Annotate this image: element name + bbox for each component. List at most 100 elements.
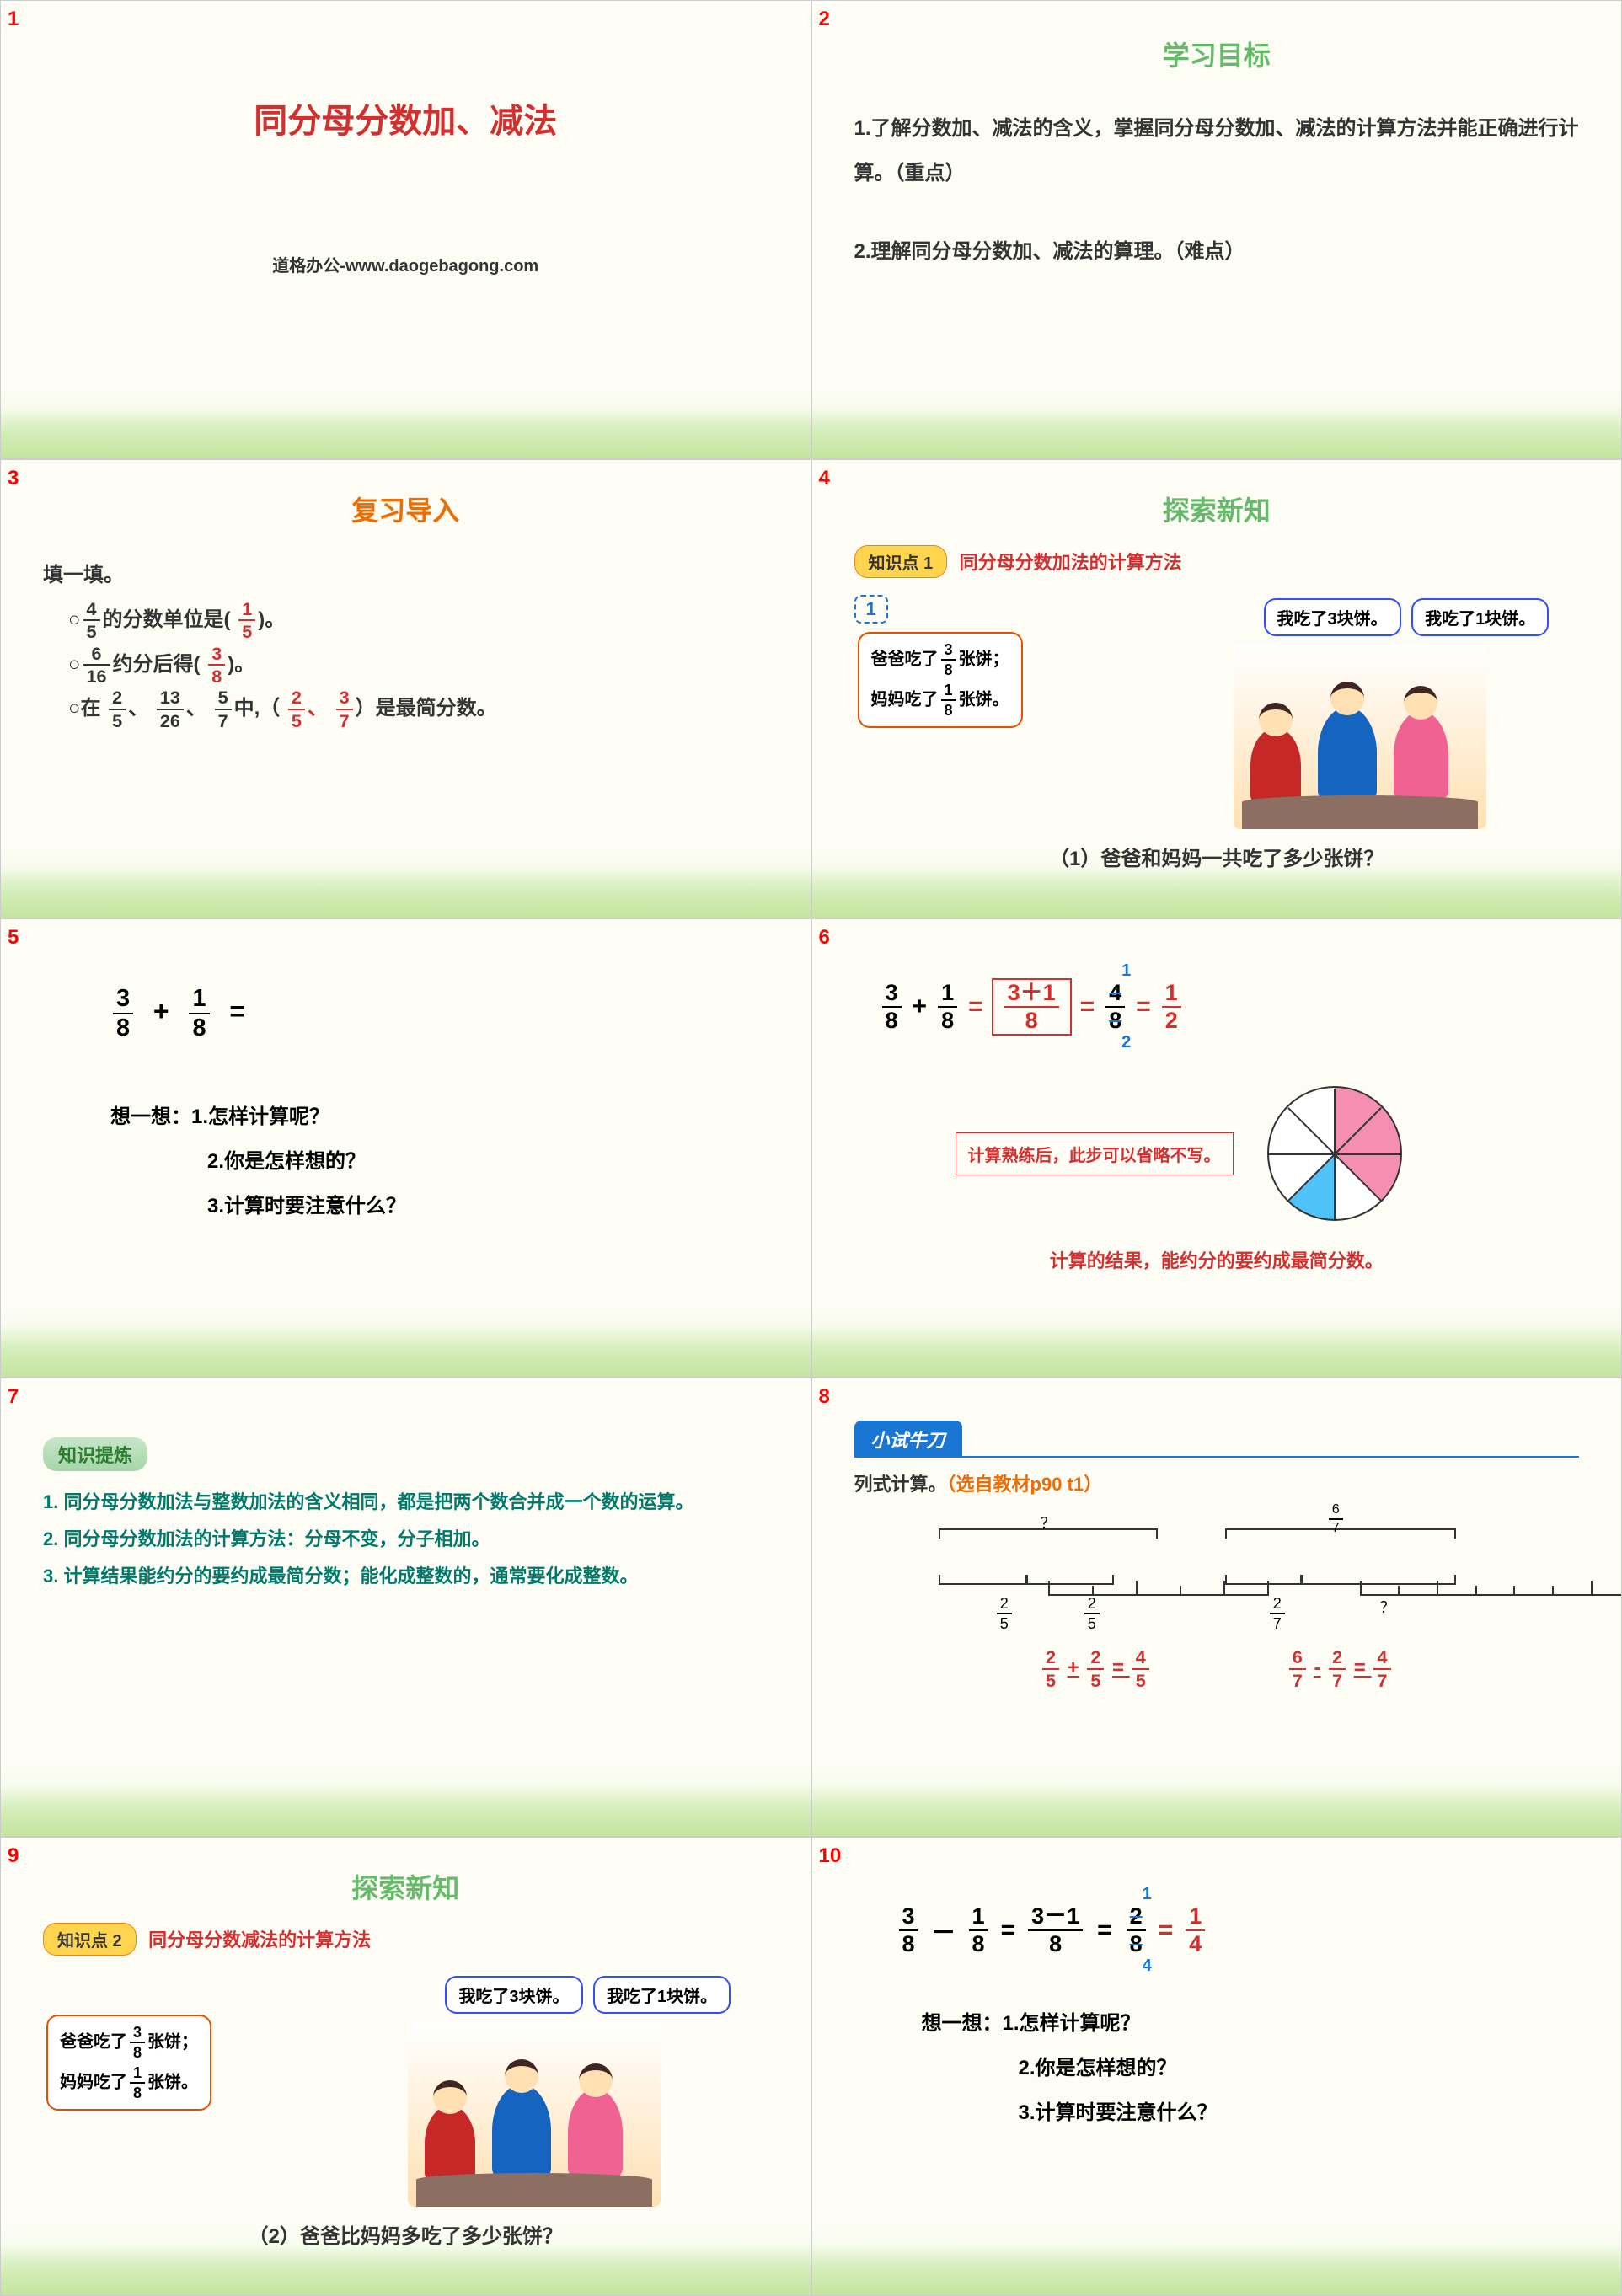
frac-n: 3: [336, 688, 353, 710]
header-row: 小试牛刀: [854, 1421, 1580, 1458]
op: +: [913, 993, 928, 1021]
frac-d: 8: [1105, 1008, 1125, 1032]
frac-n: 2: [1127, 1905, 1146, 1931]
sup: 1: [1143, 1885, 1152, 1904]
number-line-1: ？ 25 25: [939, 1528, 1158, 1631]
text: 妈妈吃了: [60, 2073, 127, 2091]
table-icon: [416, 2173, 652, 2207]
text: 的分数单位是(: [103, 608, 231, 631]
frac-d: 5: [997, 1614, 1012, 1631]
frac-n: 3－1: [1028, 1905, 1083, 1931]
family-illustration: [1234, 644, 1486, 829]
slide-8: 8 小试牛刀 列式计算。（选自教材p90 t1） ？ 25 25: [811, 1378, 1622, 1837]
slide-number: 9: [8, 1844, 19, 1868]
text: 在: [81, 697, 101, 720]
frac-d: 5: [1087, 1670, 1104, 1690]
section-title: 学习目标: [854, 35, 1580, 73]
slide-5: 5 38 + 18 = 想一想：1.怎样计算呢？ 2.你是怎样想的？ 3.计算时…: [0, 918, 811, 1378]
frac-d: 5: [109, 710, 126, 731]
slide-10: 10 38 － 18 = 3－18 = 1 28 4 = 14 想一想：1.怎样…: [811, 1837, 1622, 2296]
frac-d: 7: [336, 710, 353, 731]
frac-n: 3: [113, 987, 133, 1014]
summary-1: 1. 同分母分数加法与整数加法的含义相同，都是把两个数合并成一个数的运算。: [43, 1484, 768, 1521]
info-box: 爸爸吃了38张饼； 妈妈吃了18张饼。: [858, 632, 1023, 728]
section-title: 探索新知: [854, 490, 1580, 528]
frac-d: 7: [1329, 1520, 1343, 1535]
dad-icon: [1318, 707, 1377, 800]
summary-badge: 知识提炼: [43, 1437, 147, 1471]
grass-decoration: [812, 1326, 1622, 1377]
frac-d: 8: [130, 2043, 145, 2060]
frac-n: 6: [1289, 1648, 1306, 1670]
content-row: 爸爸吃了38张饼； 妈妈吃了18张饼。 我吃了3块饼。 我吃了1块饼。: [43, 1972, 768, 2207]
op: =: [968, 993, 983, 1021]
frac-d: 8: [969, 1931, 988, 1956]
sub: 2: [1121, 1033, 1131, 1052]
text: 张饼；: [147, 2032, 198, 2051]
bottom-note: 计算的结果，能约分的要约成最简分数。: [854, 1246, 1580, 1273]
frac-n: 6: [83, 645, 110, 666]
number-line-2: 67 27 ？: [1225, 1528, 1495, 1631]
sup: 1: [1121, 961, 1131, 981]
frac-d: 26: [157, 710, 184, 731]
text: 张饼。: [147, 2073, 198, 2091]
slide-9: 9 探索新知 知识点 2 同分母分数减法的计算方法 爸爸吃了38张饼； 妈妈吃了…: [0, 1837, 811, 2296]
frac-d: 7: [1270, 1614, 1285, 1631]
frac-d: 7: [1373, 1670, 1390, 1690]
text: 3.计算时要注意什么？: [207, 1189, 768, 1218]
frac-n: 3: [899, 1905, 918, 1931]
frac-n: 1: [189, 987, 209, 1014]
right-col: 我吃了3块饼。 我吃了1块饼。: [1234, 595, 1579, 829]
text: 3.计算时要注意什么？: [1019, 2095, 1580, 2125]
summary-2: 2. 同分母分数加法的计算方法：分母不变，分子相加。: [43, 1521, 768, 1558]
frac-d: 7: [1329, 1670, 1346, 1690]
frac-n: 13: [157, 688, 184, 710]
grass-decoration: [1, 1785, 811, 1836]
left-col: 1 爸爸吃了38张饼； 妈妈吃了18张饼。: [854, 595, 1217, 829]
text: 张饼；: [959, 650, 1009, 668]
dad-icon: [492, 2085, 551, 2177]
frac-d: 5: [288, 710, 305, 731]
section-title: 探索新知: [43, 1867, 768, 1906]
text: 张饼。: [959, 690, 1009, 709]
slide-number: 2: [819, 8, 830, 31]
footer-text: 道格办公-www.daogebagong.com: [43, 252, 768, 276]
frac-n: 3: [208, 645, 225, 666]
reduce-frac: 1 28 4: [1124, 1905, 1148, 1956]
mom-icon: [568, 2089, 623, 2177]
frac-n: 5: [215, 688, 232, 710]
slide-number: 5: [8, 926, 19, 950]
slide-7: 7 知识提炼 1. 同分母分数加法与整数加法的含义相同，都是把两个数合并成一个数…: [0, 1378, 811, 1837]
text: 爸爸吃了: [60, 2032, 127, 2051]
objective-1: 1.了解分数加、减法的含义，掌握同分母分数加、减法的计算方法并能正确进行计算。（…: [854, 107, 1580, 196]
content: 知识提炼 1. 同分母分数加法与整数加法的含义相同，都是把两个数合并成一个数的运…: [43, 1437, 768, 1595]
diagrams-row: ？ 25 25 67: [854, 1528, 1580, 1631]
slide-number: 4: [819, 467, 830, 490]
q3-2: ○616约分后得( 38)。: [68, 643, 768, 688]
op: =: [1080, 993, 1095, 1021]
text: 1.怎样计算呢？: [1003, 2012, 1141, 2035]
frac-d: 8: [1004, 1008, 1059, 1032]
slide-number: 1: [8, 8, 19, 31]
grass-decoration: [1, 867, 811, 918]
frac-n: 4: [1373, 1648, 1390, 1670]
slide-number: 10: [819, 1844, 842, 1868]
frac-n: 6: [1329, 1503, 1343, 1520]
op: =: [1001, 1916, 1016, 1945]
section-title: 复习导入: [43, 490, 768, 528]
girl-icon: [1250, 728, 1301, 804]
label: 想一想：: [110, 1105, 191, 1128]
knowledge-title: 同分母分数减法的计算方法: [148, 1929, 371, 1951]
text: 爸爸吃了: [871, 650, 939, 668]
heading: 列式计算。: [854, 1474, 947, 1495]
frac-n: 4: [83, 600, 100, 622]
frac-d: 8: [1127, 1931, 1146, 1956]
op: =: [229, 996, 245, 1026]
frac-d: 5: [1084, 1614, 1100, 1631]
bottom-row: 计算熟练后，此步可以省略不写。: [854, 1086, 1580, 1221]
example-number: 1: [854, 595, 888, 624]
table-icon: [1242, 795, 1478, 829]
answer-b: 67 - 27 = 47: [1287, 1648, 1394, 1689]
content-row: 1 爸爸吃了38张饼； 妈妈吃了18张饼。 我吃了3块饼。 我吃了1块饼。: [854, 595, 1580, 829]
frac-n: 2: [1087, 1648, 1104, 1670]
